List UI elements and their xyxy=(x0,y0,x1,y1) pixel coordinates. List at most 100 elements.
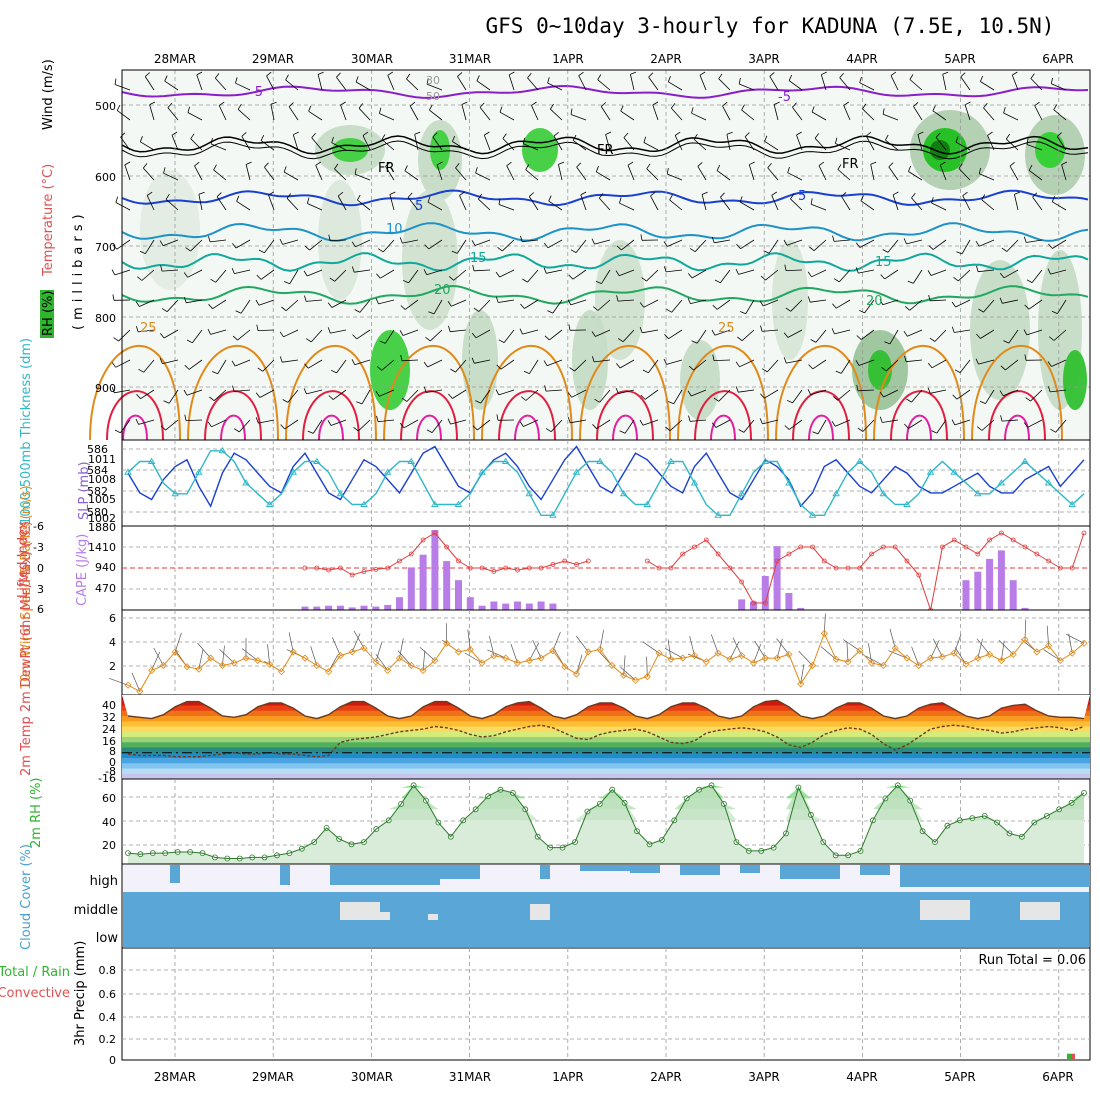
wind-barb-flag xyxy=(736,244,741,249)
wind-barb-flag xyxy=(855,360,860,366)
wind-barb-flag xyxy=(601,102,606,107)
wind-barb xyxy=(599,197,611,211)
lifted-index-marker xyxy=(574,562,579,567)
date-top-label: 31MAR xyxy=(449,52,491,66)
wind-barb xyxy=(478,198,491,211)
thickness-line-marker xyxy=(808,511,817,518)
wind-barb-flag xyxy=(783,332,789,338)
wind-barb xyxy=(426,389,443,393)
temperature-contour-25 xyxy=(677,344,769,441)
label-freezing-b: FR xyxy=(597,143,614,158)
wind-barb xyxy=(452,389,467,399)
temperature-contour-25 xyxy=(873,344,965,441)
wind-barb xyxy=(289,269,299,284)
wind-barb xyxy=(354,269,371,273)
wind-barb-flag xyxy=(980,75,984,82)
wind10m-marker xyxy=(690,652,699,660)
wind-barb-flag xyxy=(401,397,408,402)
wind-barb xyxy=(552,299,563,314)
upper-ylabel: RH (%) Temperature (°C) Wind (m/s) xyxy=(40,59,56,338)
wind-barb-flag xyxy=(331,369,337,374)
wind-barb-flag xyxy=(835,137,838,144)
wind-barb xyxy=(522,329,539,335)
date-top-label: 6APR xyxy=(1042,52,1073,66)
lifted-index-marker xyxy=(408,551,414,557)
wind-barb-flag xyxy=(903,330,908,337)
temp-tick: 32 xyxy=(102,711,116,724)
wind-barb-flag xyxy=(927,387,931,394)
date-top-label: 5APR xyxy=(944,52,975,66)
wind-barb-flag xyxy=(859,309,865,314)
wind-barb xyxy=(379,113,395,121)
wind-barb-flag xyxy=(547,310,553,314)
rh-shading-blob xyxy=(1063,350,1087,410)
wind-barb-flag xyxy=(931,430,937,434)
wind-barb xyxy=(402,239,419,244)
wind-barb xyxy=(955,141,971,151)
wind10m-marker xyxy=(289,648,297,656)
wind-barb xyxy=(1002,299,1019,304)
label-25-b: 25 xyxy=(718,321,735,336)
wind-barb-flag xyxy=(591,331,596,337)
wind-barb xyxy=(266,75,275,91)
cape-bar xyxy=(974,571,982,610)
wind-barb xyxy=(427,359,443,368)
lifted-index-marker xyxy=(550,562,556,567)
wind-barb-flag xyxy=(159,357,163,364)
wind10m-marker xyxy=(950,649,958,657)
wind10m-barb xyxy=(552,631,561,651)
wind-barb xyxy=(389,194,395,211)
wind-barb-flag xyxy=(282,399,289,403)
wind-barb-flag xyxy=(495,296,499,303)
wind-barb xyxy=(164,80,179,91)
wind-barb-flag xyxy=(835,370,842,374)
label-15-b: 15 xyxy=(875,255,892,270)
wind-barb-flag xyxy=(508,71,515,76)
wind-barb-flag xyxy=(457,72,463,77)
wind-barb xyxy=(939,164,947,181)
wind-barb xyxy=(954,329,971,333)
wind-barb xyxy=(1056,136,1067,151)
thickness-line-marker xyxy=(832,489,840,497)
wind-barb-flag xyxy=(543,267,547,274)
wind-barb xyxy=(1050,389,1067,393)
wind-barb-flag xyxy=(171,131,178,136)
wind-barb-flag xyxy=(759,300,764,307)
wind-barb xyxy=(843,105,851,121)
wind-barb-flag xyxy=(591,238,595,245)
wind-barb xyxy=(718,78,731,91)
wind-barb xyxy=(234,269,251,274)
thickness-line-marker xyxy=(761,457,770,464)
label-freezing-c: FR xyxy=(842,157,859,172)
wind-barb xyxy=(499,111,515,121)
wind-barb-flag xyxy=(216,192,222,197)
wind-barb xyxy=(667,173,683,181)
wind-barb-flag xyxy=(664,334,669,339)
wind-barb-flag xyxy=(831,328,835,335)
wind-barb-flag xyxy=(792,102,797,108)
wind-barb-flag xyxy=(712,354,715,361)
wind-barb xyxy=(764,389,779,399)
wind-barb xyxy=(811,269,827,278)
wind-barb-flag xyxy=(670,103,676,109)
wind-barb xyxy=(211,143,227,151)
wind-barb-flag xyxy=(567,299,572,306)
wind-barb-flag xyxy=(502,133,507,139)
wind10m-barb xyxy=(753,644,762,664)
wind-barb-flag xyxy=(616,295,619,302)
cape-bar xyxy=(348,607,356,610)
wind-barb-flag xyxy=(185,247,191,252)
wind10m-marker xyxy=(1009,650,1017,658)
wind-barb-flag xyxy=(543,360,548,366)
lifted-index-marker xyxy=(644,558,650,564)
ytick-600: 600 xyxy=(95,171,116,184)
wind-barb-flag xyxy=(495,389,500,396)
wind-barb-flag xyxy=(311,132,316,138)
wind-barb-flag xyxy=(407,192,413,198)
wind-barb xyxy=(307,269,323,277)
wind-barb xyxy=(691,112,707,121)
wind-barb-flag xyxy=(764,135,768,142)
wind10m-marker xyxy=(879,661,887,670)
wind-barb xyxy=(529,359,539,374)
wind-barb xyxy=(1055,419,1067,433)
